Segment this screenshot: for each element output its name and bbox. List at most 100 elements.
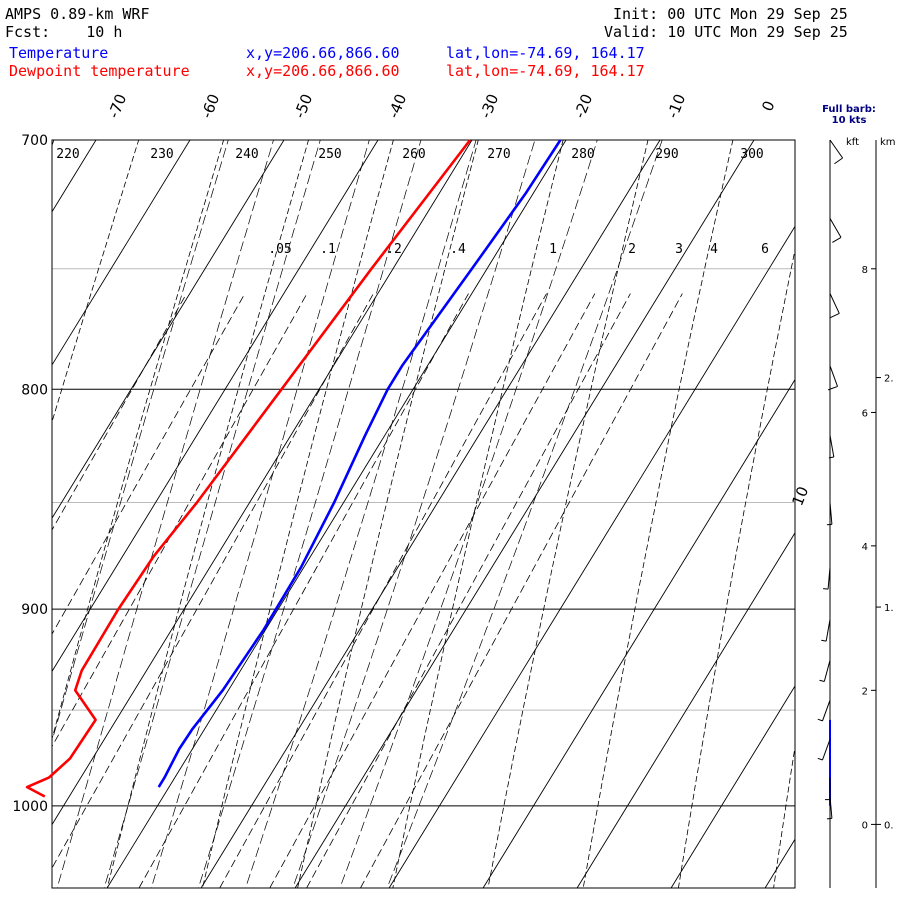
mixing-ratio-line <box>52 293 187 531</box>
wind-barb-staff <box>829 139 844 159</box>
kft-tick-label: 0 <box>862 820 868 831</box>
moist-adiabat <box>198 140 422 888</box>
init-time: Init: 00 UTC Mon 29 Sep 25 <box>613 5 848 23</box>
dry-adiabat <box>868 113 900 897</box>
isotherm <box>52 140 191 366</box>
wind-barb <box>829 139 844 165</box>
legend-dewpoint-name: Dewpoint temperature <box>9 62 190 80</box>
wind-barb-staff <box>829 435 835 458</box>
dry-adiabat-label: 220 <box>56 147 79 162</box>
mixing-ratio-label: .4 <box>450 242 466 257</box>
isotherm-label: -10 <box>663 91 689 120</box>
init-label: Init: <box>613 5 659 23</box>
wind-barb <box>826 502 833 526</box>
temperature-line <box>157 139 562 788</box>
isotherm-label: 0 <box>758 98 778 114</box>
pressure-label-700: 700 <box>21 133 48 149</box>
legend-temperature-xy: x,y=206.66,866.60 <box>246 44 400 62</box>
wind-barb <box>817 739 831 761</box>
moist-adiabat <box>245 140 477 888</box>
valid-value: 10 UTC Mon 29 Sep 25 <box>667 23 848 41</box>
forecast-hour: Fcst: 10 h <box>5 23 122 41</box>
kft-tick-label: 8 <box>862 265 868 276</box>
wind-barb-staff <box>822 739 831 761</box>
full-barb-note: Full barb: 10 kts <box>814 104 884 126</box>
dewpoint-line <box>25 139 472 798</box>
dry-adiabat <box>487 140 649 888</box>
dry-adiabat <box>582 140 734 888</box>
mixing-ratio-label: .05 <box>268 242 291 257</box>
wind-barb-staff <box>823 660 831 682</box>
moist-adiabat <box>56 140 274 888</box>
pressure-label-1000: 1000 <box>12 799 48 815</box>
mixing-ratio-line <box>306 293 631 888</box>
dry-adiabat <box>106 140 309 888</box>
km-label: km <box>880 137 896 148</box>
mixing-ratio-label: 2 <box>628 242 636 257</box>
mixing-ratio-label: 3 <box>675 242 683 257</box>
wind-barb-flag <box>832 236 842 243</box>
dry-adiabat-label: 300 <box>740 147 763 162</box>
isotherm <box>482 378 795 888</box>
wind-barb <box>828 435 835 459</box>
isotherm <box>106 140 567 888</box>
legend-temperature-name: Temperature <box>9 44 109 62</box>
wind-barb-staff <box>829 218 842 238</box>
wind-barb-flag <box>817 718 823 722</box>
legend-temperature-latlon: lat,lon=-74.69, 164.17 <box>446 44 645 62</box>
mixing-ratio-label: 1 <box>549 242 557 257</box>
wind-barb-flag <box>828 456 834 459</box>
dry-adiabat-label: 260 <box>402 147 425 162</box>
mixing-ratio-label: 4 <box>710 242 718 257</box>
dry-adiabat-label: 240 <box>235 147 258 162</box>
wind-barb <box>827 365 838 391</box>
dry-adiabat-label: 270 <box>487 147 510 162</box>
legend-dewpoint-latlon: lat,lon=-74.69, 164.17 <box>446 62 645 80</box>
isotherm-label: -70 <box>104 91 130 120</box>
mixing-ratio-line <box>52 293 246 635</box>
wind-barb-staff <box>829 293 840 314</box>
wind-barb-flag <box>819 679 825 683</box>
pressure-label-900: 900 <box>21 602 48 618</box>
mixing-ratio-label: .1 <box>320 242 336 257</box>
isotherm <box>200 140 661 888</box>
moist-adiabat <box>386 140 663 888</box>
isotherm <box>294 140 755 888</box>
valid-label: Valid: <box>604 23 659 41</box>
isotherm-label: -60 <box>197 91 223 120</box>
kft-tick-label: 6 <box>862 408 868 419</box>
full-barb-label: Full barb: <box>822 104 876 115</box>
dry-adiabat <box>52 140 55 147</box>
wind-barb <box>829 293 840 319</box>
dry-adiabat-label: 230 <box>150 147 173 162</box>
isotherm <box>52 140 285 520</box>
mixing-ratio-line <box>269 293 596 888</box>
isotherm-label: -20 <box>570 91 596 120</box>
dry-adiabat <box>677 248 795 888</box>
mixing-ratio-line <box>360 293 683 888</box>
mixing-ratio-line <box>52 293 308 748</box>
isotherm-label: 10 <box>788 484 812 508</box>
plot-frame <box>51 139 796 889</box>
fcst-value: 10 h <box>86 23 123 41</box>
fcst-label: Fcst: <box>5 23 51 41</box>
wind-barb <box>829 218 842 243</box>
wind-barb-staff <box>825 619 831 642</box>
wind-barb-flag <box>830 313 840 319</box>
isotherm <box>764 838 795 888</box>
isotherm <box>52 140 473 826</box>
init-value: 00 UTC Mon 29 Sep 25 <box>667 5 848 23</box>
km-tick-label: 0. <box>884 820 894 831</box>
isotherm <box>670 685 795 888</box>
wind-barb <box>817 700 831 722</box>
km-tick-label: 2. <box>884 374 894 385</box>
moist-adiabat <box>52 140 229 743</box>
wind-barb-staff <box>829 502 833 525</box>
mixing-ratio-line <box>52 293 374 869</box>
model-title: AMPS 0.89-km WRF <box>5 5 150 23</box>
dry-adiabat <box>392 140 564 888</box>
wind-barb-flag <box>827 385 838 391</box>
dry-adiabat <box>52 140 140 424</box>
wind-barb <box>825 777 831 801</box>
moist-adiabat <box>150 140 370 888</box>
